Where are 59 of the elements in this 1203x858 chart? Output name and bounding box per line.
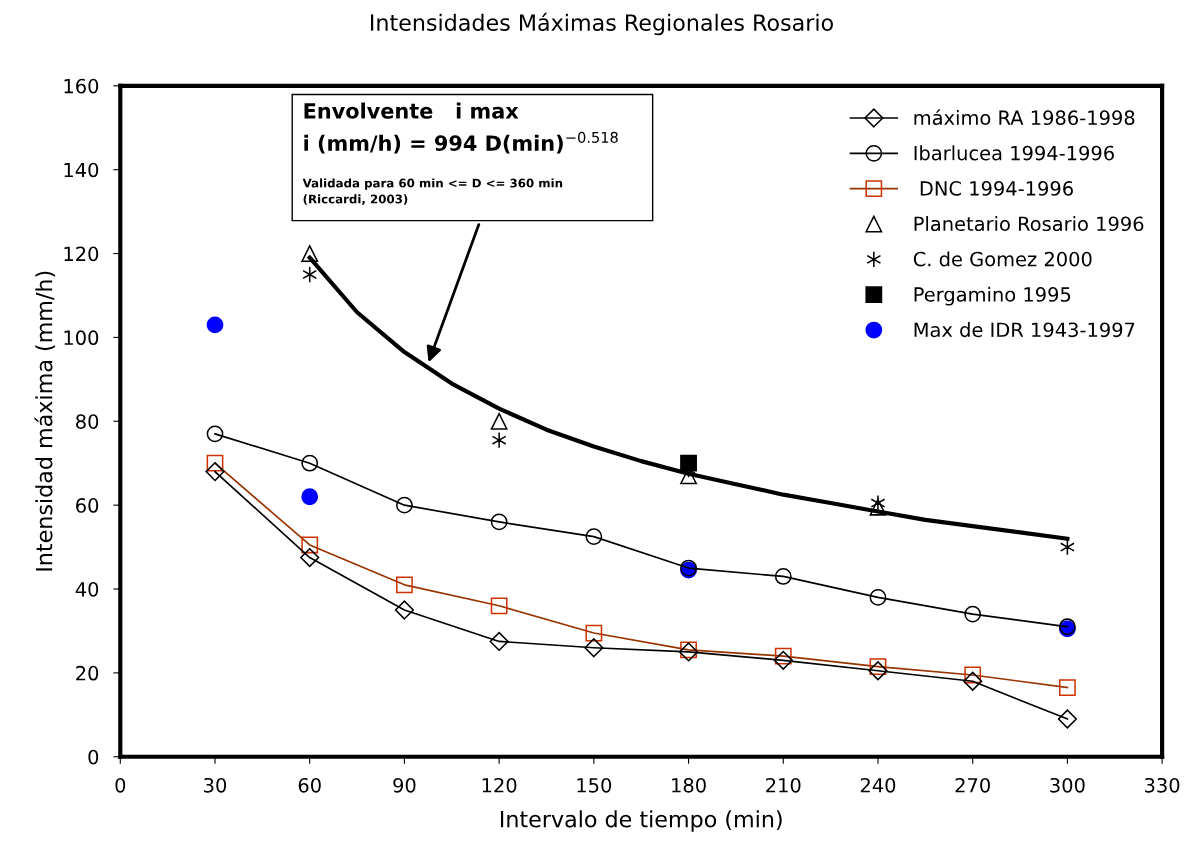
point xyxy=(870,494,886,512)
point xyxy=(490,513,508,531)
legend-label: C. de Gomez 2000 xyxy=(913,251,1092,267)
point xyxy=(1060,538,1075,556)
legend-label: DNC 1994-1996 xyxy=(920,181,1073,196)
legend-label: Planetario Rosario 1996 xyxy=(914,216,1144,232)
point xyxy=(773,650,793,670)
x-tick-label: 240 xyxy=(860,777,896,793)
y-tick-label: 40 xyxy=(75,581,99,597)
point xyxy=(206,316,224,334)
x-tick-label: 270 xyxy=(955,777,990,793)
legend-label: Pergamino 1995 xyxy=(914,286,1071,306)
point xyxy=(584,638,604,658)
x-tick-label: 180 xyxy=(672,777,706,793)
point xyxy=(206,425,224,443)
x-axis-title: Intervalo de tiempo (min) xyxy=(500,810,782,832)
point xyxy=(491,431,507,449)
legend-label: máximo RA 1986-1998 xyxy=(914,109,1135,126)
point xyxy=(301,245,319,262)
x-tick-label: 30 xyxy=(204,777,227,793)
y-axis-title: Intensidad máxima (mm/h) xyxy=(34,271,56,571)
y-tick-label: 80 xyxy=(76,414,99,429)
y-tick-label: 120 xyxy=(64,246,99,262)
x-tick-label: 60 xyxy=(298,777,321,793)
x-tick-label: 0 xyxy=(115,777,126,793)
x-tick-label: 330 xyxy=(1145,777,1180,793)
point xyxy=(1057,709,1077,729)
x-tick-label: 300 xyxy=(1050,777,1085,793)
point xyxy=(302,266,318,283)
point xyxy=(964,605,982,623)
point xyxy=(301,454,319,472)
x-tick-label: 120 xyxy=(482,777,517,793)
point xyxy=(585,528,603,546)
y-tick-label: 60 xyxy=(76,498,99,513)
x-tick-label: 90 xyxy=(393,777,416,793)
point xyxy=(490,412,508,430)
point xyxy=(963,671,983,691)
point xyxy=(205,461,225,482)
point xyxy=(300,547,320,568)
annotation: Validada para 60 min <= D <= 360 min (Riccardi, 2003) xyxy=(302,178,563,205)
y-tick-label: 140 xyxy=(64,162,99,178)
annotation: Envolvente i max i (mm/h) = 994 D(min)$^{−0.518}$ xyxy=(304,102,618,154)
point xyxy=(869,498,887,516)
point xyxy=(396,496,413,514)
legend-label: Ibarlucea 1994-1996 xyxy=(914,145,1114,161)
chart-title: Intensidades Máximas Regionales Rosario xyxy=(371,12,833,36)
point xyxy=(774,568,792,585)
y-tick-label: 100 xyxy=(64,330,99,346)
x-tick-label: 210 xyxy=(766,777,801,793)
x-tick-label: 150 xyxy=(577,777,612,793)
y-tick-label: 20 xyxy=(76,665,99,681)
y-tick-label: 160 xyxy=(64,78,99,94)
point xyxy=(301,488,319,506)
point xyxy=(489,631,509,652)
legend-label: Max de IDR 1943-1997 xyxy=(914,322,1135,338)
y-tick-label: 0 xyxy=(88,749,99,765)
point xyxy=(869,589,887,606)
point xyxy=(868,661,888,681)
point xyxy=(394,600,415,620)
